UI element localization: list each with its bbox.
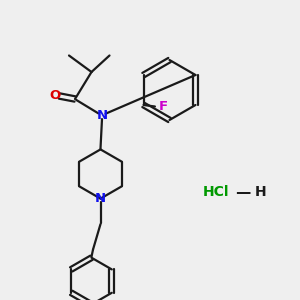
Text: F: F (159, 100, 168, 113)
Text: N: N (96, 109, 108, 122)
Text: O: O (50, 89, 61, 103)
Text: H: H (255, 185, 267, 199)
Text: —: — (235, 184, 251, 200)
Text: HCl: HCl (203, 185, 229, 199)
Text: N: N (95, 192, 106, 205)
